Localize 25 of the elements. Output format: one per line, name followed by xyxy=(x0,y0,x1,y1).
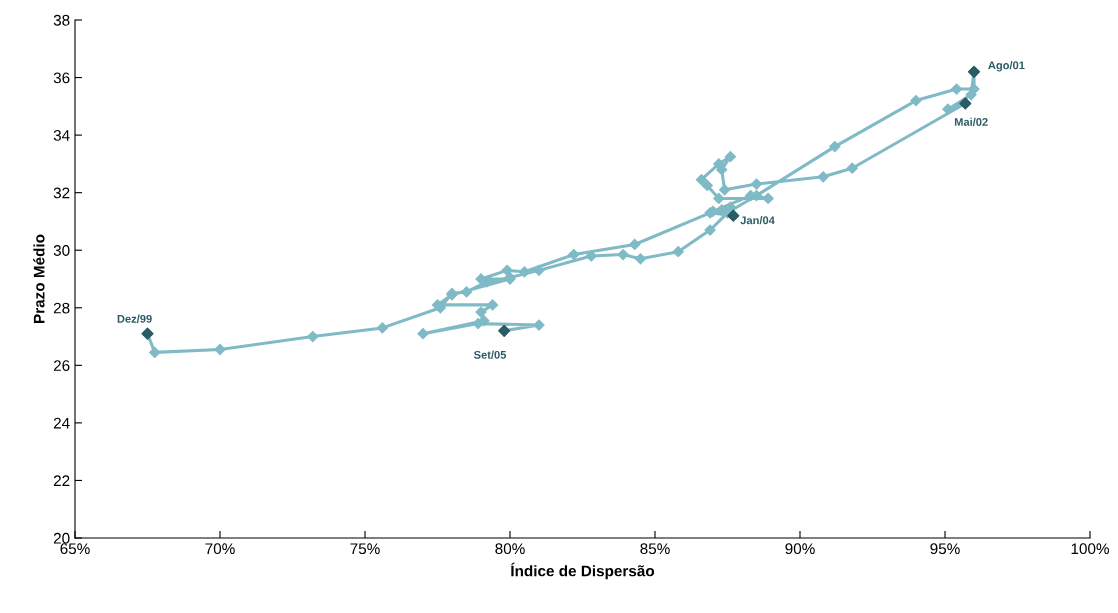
y-tick-label: 32 xyxy=(53,187,70,199)
y-axis-title: Prazo Médio xyxy=(33,234,45,323)
annotation: Set/05 xyxy=(473,350,507,359)
y-tick-label: 26 xyxy=(53,360,70,372)
y-tick-label: 20 xyxy=(53,532,70,544)
annotation: Mai/02 xyxy=(954,117,988,126)
y-tick-label: 34 xyxy=(53,129,70,141)
annotation: Ago/01 xyxy=(988,61,1025,72)
x-tick-label: 65% xyxy=(60,543,90,555)
x-tick-label: 80% xyxy=(495,543,525,555)
x-tick-label: 95% xyxy=(930,543,960,555)
x-tick-label: 70% xyxy=(205,543,235,555)
x-tick-label: 90% xyxy=(785,543,815,555)
y-tick-label: 36 xyxy=(53,72,70,84)
annotation: Jan/04 xyxy=(740,216,775,225)
y-tick-label: 22 xyxy=(53,475,70,486)
annotation: Dez/99 xyxy=(117,314,152,323)
y-tick-label: 38 xyxy=(53,14,70,26)
x-tick-label: 85% xyxy=(640,543,670,555)
x-axis-title: Índice de Dispersão xyxy=(511,562,655,580)
y-tick-label: 30 xyxy=(53,245,70,256)
y-tick-label: 28 xyxy=(53,302,70,314)
x-tick-label: 75% xyxy=(350,543,380,555)
y-tick-label: 24 xyxy=(53,417,70,429)
x-tick-label: 100% xyxy=(1071,543,1109,555)
